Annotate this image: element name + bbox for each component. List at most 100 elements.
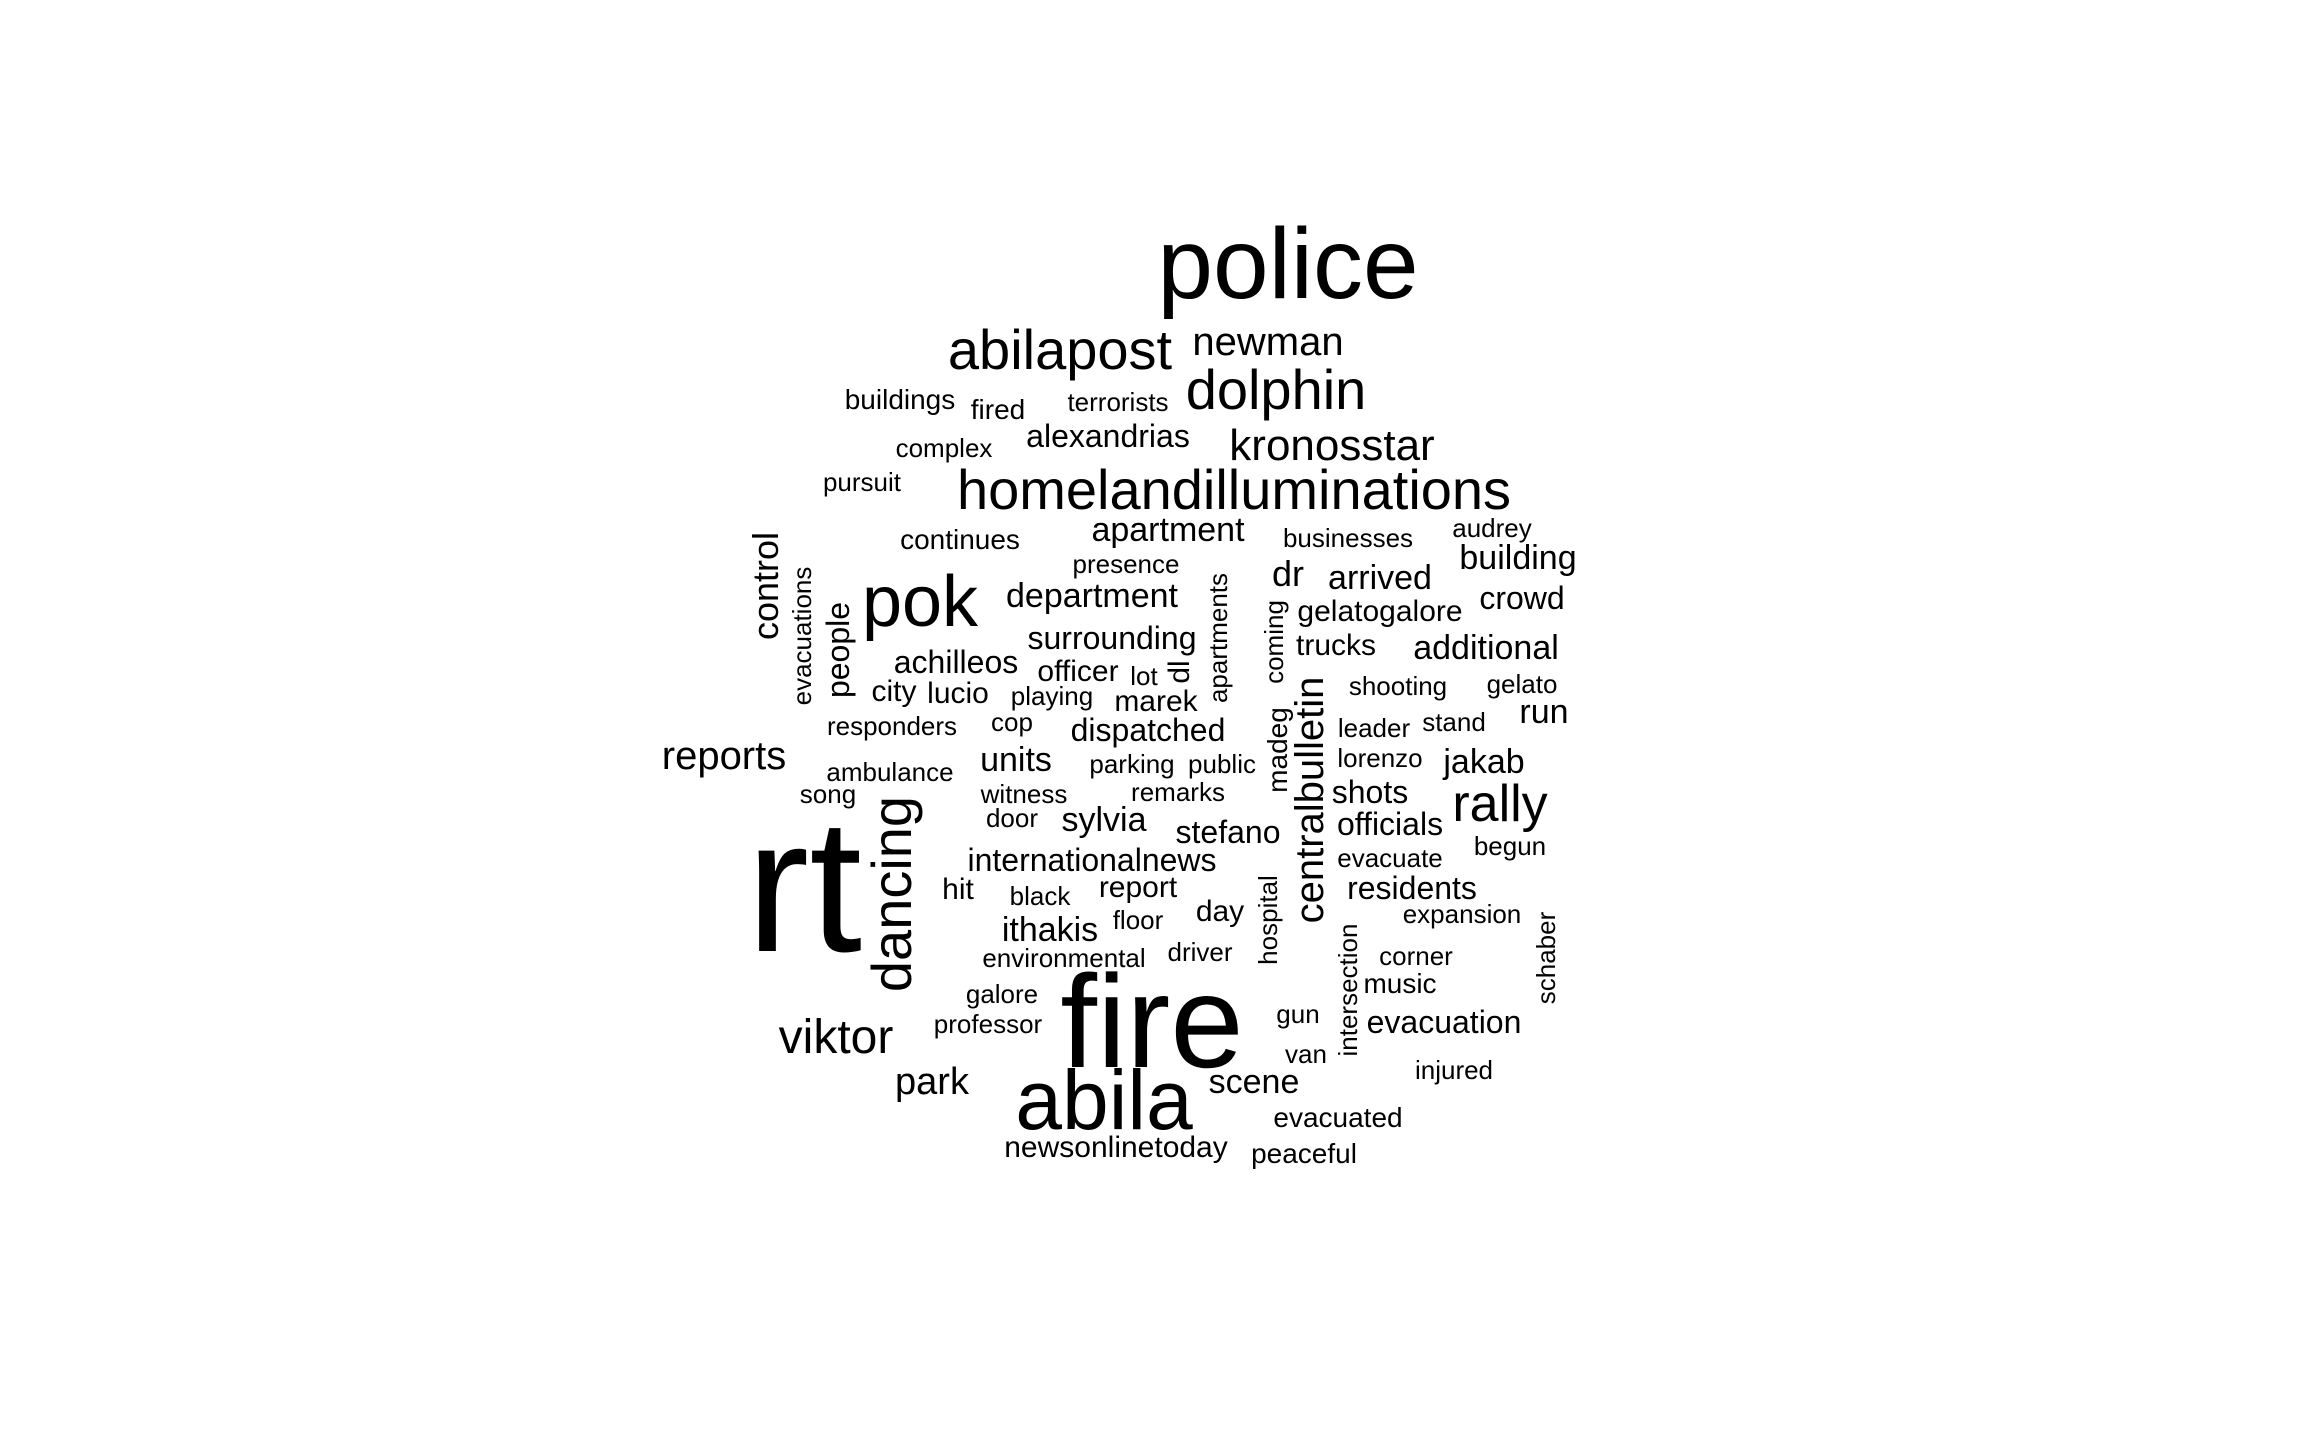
word-injured: injured <box>1414 1055 1494 1085</box>
word-schaber: schaber <box>1531 911 1561 1005</box>
word-sylvia: sylvia <box>1061 801 1147 839</box>
word-driver: driver <box>1167 937 1233 967</box>
word-dr: dr <box>1271 553 1305 594</box>
word-officials: officials <box>1336 806 1444 842</box>
word-lucio: lucio <box>927 677 989 710</box>
word-evacuate: evacuate <box>1337 843 1443 873</box>
word-apartments: apartments <box>1203 572 1233 704</box>
word-begun: begun <box>1473 831 1547 861</box>
word-scene: scene <box>1208 1063 1300 1101</box>
word-gelato: gelato <box>1486 669 1558 699</box>
word-buildings: buildings <box>844 384 956 415</box>
word-city: city <box>871 675 917 708</box>
word-surrounding: surrounding <box>1027 620 1197 656</box>
word-coming: coming <box>1259 600 1289 684</box>
word-environmental: environmental <box>982 943 1146 973</box>
word-fire: fire <box>1060 948 1244 1095</box>
word-units: units <box>980 741 1052 779</box>
word-officer: officer <box>1037 655 1119 688</box>
word-rally: rally <box>1452 775 1548 833</box>
word-dancing: dancing <box>860 795 923 993</box>
word-marek: marek <box>1114 685 1198 718</box>
word-jakab: jakab <box>1443 743 1525 781</box>
word-rt: rt <box>745 780 863 992</box>
word-shots: shots <box>1331 774 1409 810</box>
word-remarks: remarks <box>1131 777 1225 807</box>
word-control: control <box>745 531 786 641</box>
word-floor: floor <box>1112 905 1164 935</box>
word-achilleos: achilleos <box>893 644 1019 680</box>
word-cop: cop <box>991 707 1033 737</box>
word-responders: responders <box>826 711 958 741</box>
word-stand: stand <box>1422 707 1486 737</box>
word-centralbulletin: centralbulletin <box>1288 676 1332 924</box>
word-gelatogalore: gelatogalore <box>1297 595 1463 628</box>
word-crowd: crowd <box>1479 580 1565 616</box>
word-businesses: businesses <box>1282 523 1414 553</box>
word-parking: parking <box>1089 749 1175 779</box>
word-run: run <box>1519 693 1569 731</box>
word-van: van <box>1285 1039 1327 1069</box>
word-report: report <box>1098 871 1178 904</box>
word-dolphin: dolphin <box>1185 358 1367 421</box>
word-pok: pok <box>861 562 979 642</box>
word-stefano: stefano <box>1175 814 1281 850</box>
word-presence: presence <box>1072 549 1180 579</box>
word-professor: professor <box>933 1009 1043 1039</box>
word-newman: newman <box>1192 320 1344 364</box>
word-kronosstar: kronosstar <box>1229 421 1435 470</box>
word-alexandrias: alexandrias <box>1026 418 1190 454</box>
word-pursuit: pursuit <box>822 467 902 497</box>
word-expansion: expansion <box>1402 899 1522 929</box>
word-playing: playing <box>1010 681 1094 711</box>
word-gun: gun <box>1276 999 1320 1029</box>
word-apartment: apartment <box>1091 511 1245 549</box>
word-homelandilluminations: homelandilluminations <box>956 458 1512 521</box>
word-police: police <box>1157 208 1419 320</box>
word-music: music <box>1363 968 1437 999</box>
word-viktor: viktor <box>778 1011 894 1064</box>
word-galore: galore <box>965 979 1039 1009</box>
word-ambulance: ambulance <box>826 757 954 787</box>
word-shooting: shooting <box>1348 671 1448 701</box>
word-lorenzo: lorenzo <box>1337 743 1423 773</box>
word-building: building <box>1459 539 1577 577</box>
word-people: people <box>820 601 856 699</box>
word-ithakis: ithakis <box>1001 911 1099 949</box>
word-abilapost: abilapost <box>947 318 1173 381</box>
word-song: song <box>799 779 857 809</box>
word-continues: continues <box>900 524 1020 555</box>
word-public: public <box>1188 749 1256 779</box>
word-lot: lot <box>1130 661 1158 691</box>
word-reports: reports <box>661 734 787 778</box>
word-dispatched: dispatched <box>1070 712 1226 748</box>
word-day: day <box>1195 895 1245 928</box>
word-arrived: arrived <box>1328 559 1432 597</box>
word-complex: complex <box>895 433 993 463</box>
word-trucks: trucks <box>1295 629 1377 662</box>
word-residents: residents <box>1347 870 1477 906</box>
word-corner: corner <box>1379 941 1453 971</box>
word-fired: fired <box>970 394 1026 425</box>
word-additional: additional <box>1413 629 1559 667</box>
word-door: door <box>985 803 1039 833</box>
word-dl: dl <box>1163 660 1196 684</box>
word-department: department <box>1006 577 1178 615</box>
word-hospital: hospital <box>1253 875 1283 965</box>
word-leader: leader <box>1337 713 1411 743</box>
word-newsonlinetoday: newsonlinetoday <box>1004 1131 1228 1164</box>
word-evacuations: evacuations <box>787 566 817 706</box>
word-park: park <box>895 1061 969 1103</box>
word-evacuation: evacuation <box>1366 1004 1522 1040</box>
word-witness: witness <box>980 779 1068 809</box>
word-madeg: madeg <box>1262 707 1293 793</box>
word-intersection: intersection <box>1333 923 1363 1057</box>
word-internationalnews: internationalnews <box>967 842 1217 878</box>
word-evacuated: evacuated <box>1273 1102 1403 1133</box>
word-abila: abila <box>1015 1053 1193 1147</box>
word-black: black <box>1009 881 1071 911</box>
word-peaceful: peaceful <box>1251 1138 1357 1169</box>
word-audrey: audrey <box>1452 513 1532 543</box>
word-hit: hit <box>942 873 974 906</box>
